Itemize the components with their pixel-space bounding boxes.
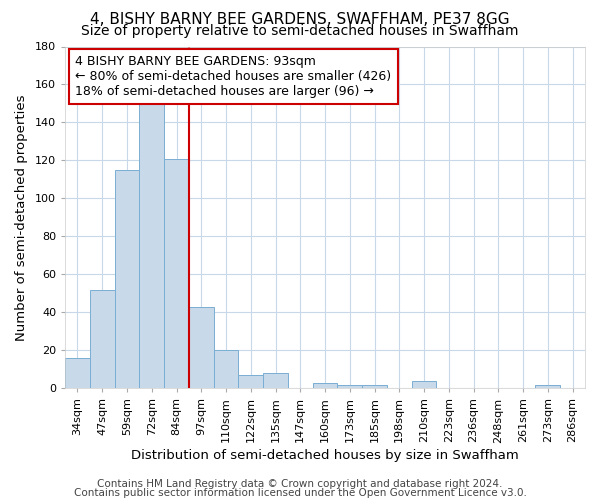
Bar bbox=[362, 384, 387, 388]
Bar bbox=[535, 384, 560, 388]
Bar bbox=[90, 290, 115, 388]
Bar bbox=[337, 384, 362, 388]
Bar bbox=[214, 350, 238, 389]
Bar bbox=[164, 158, 189, 388]
Text: Contains HM Land Registry data © Crown copyright and database right 2024.: Contains HM Land Registry data © Crown c… bbox=[97, 479, 503, 489]
Bar bbox=[412, 381, 436, 388]
Bar bbox=[65, 358, 90, 388]
Text: 4, BISHY BARNY BEE GARDENS, SWAFFHAM, PE37 8GG: 4, BISHY BARNY BEE GARDENS, SWAFFHAM, PE… bbox=[90, 12, 510, 28]
Bar bbox=[189, 306, 214, 388]
Bar bbox=[238, 375, 263, 388]
Y-axis label: Number of semi-detached properties: Number of semi-detached properties bbox=[15, 94, 28, 340]
Text: 4 BISHY BARNY BEE GARDENS: 93sqm
← 80% of semi-detached houses are smaller (426): 4 BISHY BARNY BEE GARDENS: 93sqm ← 80% o… bbox=[76, 55, 392, 98]
Bar bbox=[139, 104, 164, 389]
X-axis label: Distribution of semi-detached houses by size in Swaffham: Distribution of semi-detached houses by … bbox=[131, 450, 519, 462]
Bar bbox=[263, 373, 288, 388]
Bar bbox=[115, 170, 139, 388]
Bar bbox=[313, 382, 337, 388]
Text: Contains public sector information licensed under the Open Government Licence v3: Contains public sector information licen… bbox=[74, 488, 526, 498]
Text: Size of property relative to semi-detached houses in Swaffham: Size of property relative to semi-detach… bbox=[81, 24, 519, 38]
